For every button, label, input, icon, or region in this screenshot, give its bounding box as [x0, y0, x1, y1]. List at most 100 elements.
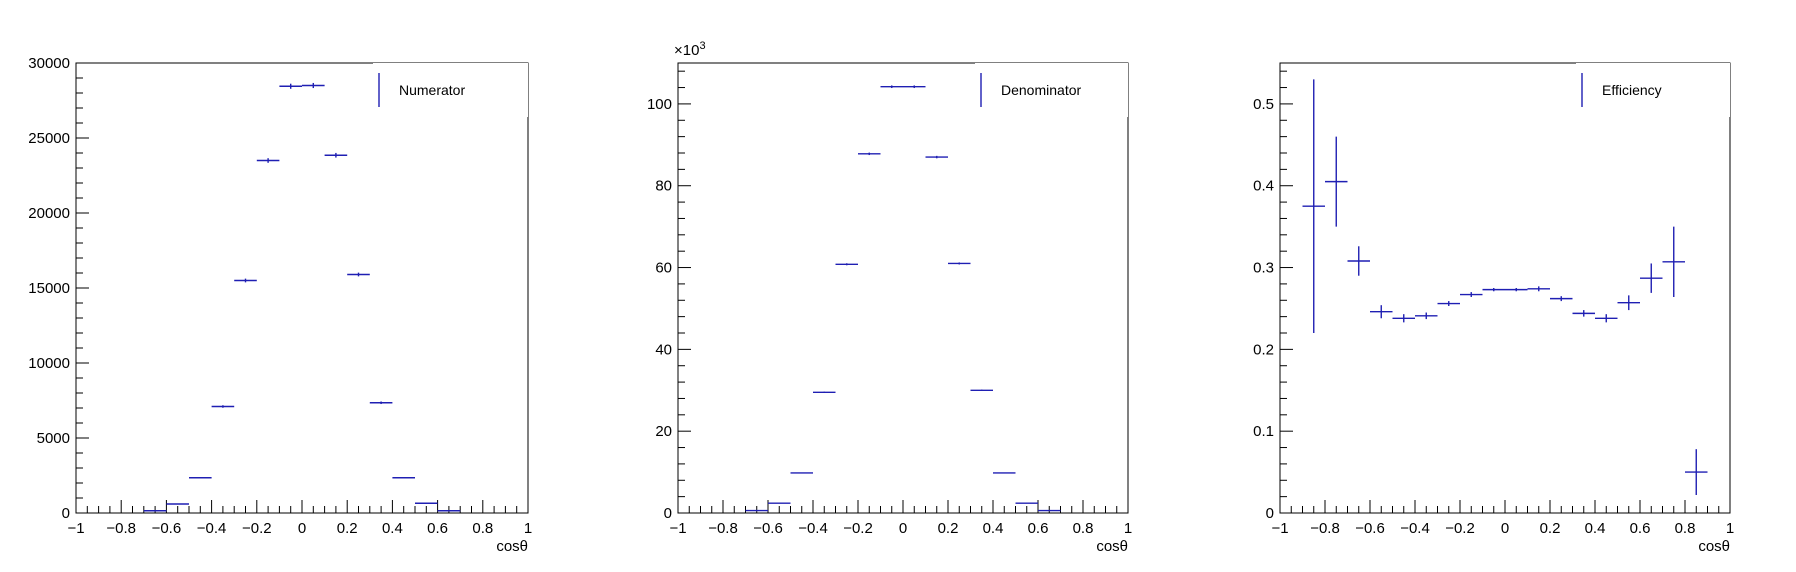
y-multiplier-label: ×103: [674, 40, 706, 59]
legend: Denominator: [975, 63, 1128, 117]
x-axis-label: cosθ: [1096, 538, 1128, 555]
data-point: [1527, 286, 1550, 292]
x-tick-label: −1: [669, 520, 686, 537]
y-tick-label: 0.4: [1253, 178, 1274, 195]
x-tick-label: 0.4: [1585, 520, 1606, 537]
y-tick-label: 0: [664, 505, 672, 522]
y-tick-label: 60: [655, 260, 672, 277]
x-tick-label: 1: [1124, 520, 1132, 537]
x-tick-label: 0: [899, 520, 907, 537]
x-tick-label: −0.6: [152, 520, 182, 537]
x-tick-label: −0.6: [753, 520, 783, 537]
y-tick-label: 0.1: [1253, 423, 1274, 440]
data-point: [1325, 136, 1348, 227]
x-tick-label: −1: [67, 520, 84, 537]
x-tick-label: 0.4: [983, 520, 1004, 537]
x-axis-label: cosθ: [1698, 538, 1730, 555]
data-point: [970, 389, 993, 391]
data-point: [279, 83, 302, 89]
y-tick-label: 0: [62, 505, 70, 522]
data-point: [166, 503, 189, 505]
x-tick-label: −0.8: [106, 520, 136, 537]
x-tick-label: 0: [298, 520, 306, 537]
legend-box: [975, 63, 1128, 117]
data-point: [1370, 305, 1393, 319]
data-point: [858, 152, 881, 156]
y-tick-label: 25000: [28, 130, 70, 147]
data-point: [880, 85, 903, 89]
legend: Efficiency: [1576, 63, 1730, 117]
data-point: [1437, 301, 1460, 306]
data-point: [1460, 292, 1483, 297]
y-tick-label: 80: [655, 178, 672, 195]
x-tick-label: 0.8: [472, 520, 493, 537]
y-tick-label: 20: [655, 423, 672, 440]
data-point: [302, 82, 325, 89]
data-point: [1685, 449, 1708, 495]
legend-label: Numerator: [399, 82, 465, 98]
data-point: [369, 401, 393, 405]
plot-frame: [75, 62, 529, 514]
legend-box: [373, 63, 528, 117]
y-tick-label: 100: [647, 96, 672, 113]
data-point: [211, 405, 235, 408]
x-tick-label: 0: [1501, 520, 1509, 537]
data-point: [813, 391, 836, 394]
data-point: [1347, 246, 1370, 276]
data-point: [1550, 296, 1573, 302]
x-tick-label: 0.6: [427, 520, 448, 537]
legend-label: Denominator: [1001, 82, 1081, 98]
x-tick-label: 0.2: [337, 520, 358, 537]
y-tick-label: 0.5: [1253, 96, 1274, 113]
data-point: [1302, 79, 1325, 333]
data-point: [1662, 226, 1685, 297]
y-tick-label: 0: [1266, 505, 1274, 522]
data-point: [1572, 310, 1595, 317]
x-tick-label: 0.8: [1675, 520, 1696, 537]
data-point: [1415, 312, 1438, 320]
plot-2: −1 −0.8 −0.6 −0.4 −0.2 0 0.2 0.4 0.6 0.8 1 0 20 40 60 8…: [647, 40, 1132, 555]
x-tick-label: −0.4: [1400, 520, 1430, 537]
y-tick-label: 30000: [28, 55, 70, 72]
y-tick-label: 10000: [28, 355, 70, 372]
data-point: [993, 472, 1016, 474]
data-point: [1482, 288, 1505, 292]
plot-frame: [1279, 62, 1731, 514]
x-tick-label: −0.2: [242, 520, 272, 537]
x-tick-label: −0.8: [708, 520, 738, 537]
x-tick-label: 0.6: [1630, 520, 1651, 537]
x-tick-label: −1: [1271, 520, 1288, 537]
x-tick-label: −0.2: [843, 520, 873, 537]
data-point: [1505, 288, 1528, 292]
x-tick-label: 1: [1726, 520, 1734, 537]
x-tick-label: −0.4: [197, 520, 227, 537]
legend: Numerator: [373, 63, 528, 117]
data-point: [790, 472, 813, 474]
x-tick-label: 0.4: [382, 520, 403, 537]
data-point: [903, 85, 926, 89]
legend-box: [1576, 63, 1730, 117]
data-point: [347, 272, 370, 277]
x-tick-label: 0.2: [938, 520, 959, 537]
plot-frame: [677, 62, 1129, 514]
plot-3: −1 −0.8 −0.6 −0.4 −0.2 0 0.2 0.4 0.6 0.8 1 0 0.1 0.2 0…: [1253, 62, 1734, 555]
legend-label: Efficiency: [1602, 82, 1662, 98]
x-tick-label: −0.6: [1355, 520, 1385, 537]
x-tick-label: 0.6: [1028, 520, 1049, 537]
data-point: [392, 477, 415, 479]
y-tick-label: 20000: [28, 205, 70, 222]
x-tick-label: 1: [524, 520, 532, 537]
data-point: [234, 278, 257, 283]
x-tick-label: 0.8: [1073, 520, 1094, 537]
x-tick-label: −0.2: [1445, 520, 1475, 537]
data-point: [324, 152, 348, 158]
data-point: [1640, 263, 1663, 293]
y-tick-label: 0.3: [1253, 260, 1274, 277]
y-tick-label: 0.2: [1253, 341, 1274, 358]
x-axis-label: cosθ: [496, 538, 528, 555]
data-point: [1595, 314, 1618, 323]
data-point: [189, 477, 212, 479]
data-point: [835, 263, 858, 266]
plot-1: −1 −0.8 −0.6 −0.4 −0.2 0 0.2 0.4 0.6 0.8 1 0 5000 100…: [28, 55, 532, 555]
